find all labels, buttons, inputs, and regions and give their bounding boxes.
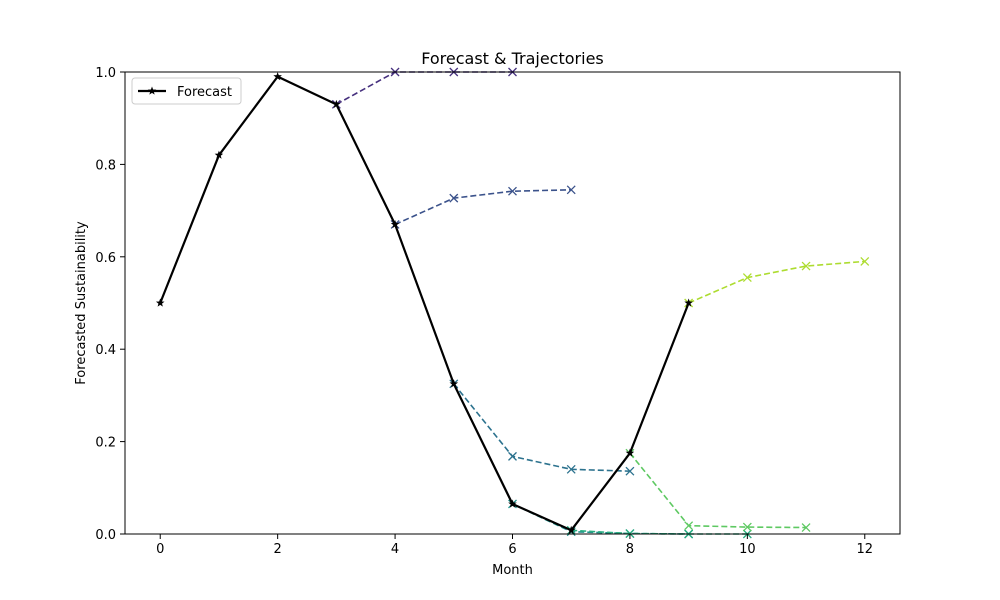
trajectory-series-3 bbox=[449, 379, 635, 476]
forecast-point bbox=[390, 219, 400, 229]
trajectory-line-4 bbox=[512, 503, 689, 535]
y-tick-label: 1.0 bbox=[95, 66, 116, 81]
trajectory-line-6 bbox=[629, 452, 807, 529]
x-tick-label: 8 bbox=[626, 542, 634, 557]
forecast-point bbox=[625, 448, 635, 457]
forecast-point bbox=[449, 379, 459, 388]
y-tick-label: 0.2 bbox=[95, 436, 116, 451]
forecast-point bbox=[214, 150, 224, 159]
chart-title: Forecast & Trajectories bbox=[421, 49, 604, 68]
x-axis-title: Month bbox=[492, 563, 533, 578]
trajectory-point bbox=[566, 464, 576, 474]
axes-group: 0 2 4 6 8 10 12 0.0 0.2 0.4 0.6 0.8 1.0 bbox=[95, 66, 901, 557]
trajectory-series-1 bbox=[331, 67, 517, 109]
y-tick-label: 0.8 bbox=[95, 158, 116, 173]
trajectory-series-5 bbox=[566, 525, 752, 539]
trajectory-point bbox=[508, 186, 517, 196]
trajectory-point bbox=[801, 523, 811, 532]
y-tick-label: 0.4 bbox=[95, 343, 116, 358]
y-tick-label: 0.6 bbox=[95, 251, 116, 266]
trajectory-line-3 bbox=[453, 383, 630, 472]
forecast-point bbox=[684, 298, 693, 307]
x-tick-label: 2 bbox=[274, 542, 282, 557]
forecast-point bbox=[155, 298, 165, 307]
forecast-series-group bbox=[155, 72, 693, 534]
trajectory-point bbox=[684, 521, 694, 531]
trajectory-point bbox=[742, 522, 752, 532]
trajectory-line-2 bbox=[394, 189, 572, 226]
legend: Forecast bbox=[131, 77, 242, 105]
x-tick-label: 4 bbox=[391, 542, 399, 557]
trajectory-series-7 bbox=[684, 256, 870, 308]
trajectory-point bbox=[625, 466, 635, 476]
trajectory-series-group bbox=[331, 67, 870, 539]
trajectory-series-6 bbox=[625, 448, 811, 532]
trajectory-line-1 bbox=[335, 71, 513, 106]
plot-frame bbox=[124, 71, 901, 535]
x-tick-label: 10 bbox=[739, 542, 756, 557]
trajectory-point bbox=[508, 451, 517, 461]
trajectory-point bbox=[742, 273, 752, 283]
forecast-line bbox=[159, 75, 690, 532]
x-tick-label: 6 bbox=[508, 542, 516, 557]
trajectory-line-7 bbox=[688, 260, 865, 304]
y-tick-label: 0.0 bbox=[95, 528, 116, 543]
trajectory-point bbox=[566, 185, 576, 195]
forecast-point bbox=[332, 99, 341, 108]
trajectory-point bbox=[801, 261, 811, 271]
trajectory-point bbox=[860, 256, 870, 266]
forecast-point bbox=[273, 72, 282, 81]
x-tick-label: 12 bbox=[856, 542, 873, 557]
forecast-point bbox=[566, 525, 576, 534]
legend-label-forecast: Forecast bbox=[177, 85, 232, 100]
forecast-point bbox=[508, 499, 517, 508]
legend-box bbox=[131, 77, 242, 105]
x-tick-label: 0 bbox=[156, 542, 164, 557]
trajectory-point bbox=[449, 193, 459, 203]
y-axis-title: Forecasted Sustainability bbox=[74, 221, 89, 385]
legend-star-marker bbox=[147, 86, 157, 95]
trajectory-series-2 bbox=[390, 185, 576, 229]
